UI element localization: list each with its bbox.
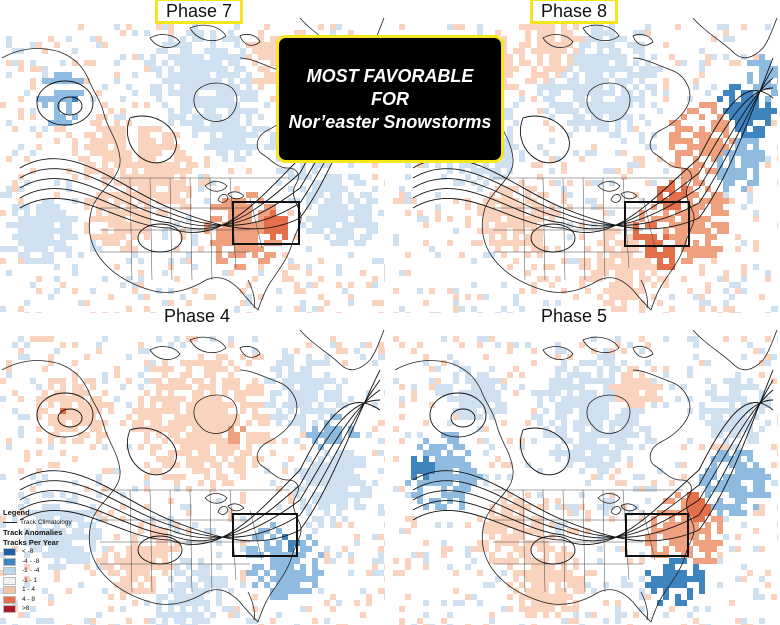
legend-class-label: < -8 [22, 548, 34, 556]
legend-class-label: -1 - 1 [22, 576, 38, 584]
legend-class-label: -1 - -4 [22, 567, 40, 575]
legend-class-row: >8 [3, 605, 115, 615]
legend-units-label: Tracks Per Year [3, 537, 59, 547]
legend-anomalies-label: Track Anomalies [3, 527, 63, 537]
callout-line-2: FOR [371, 88, 409, 109]
legend-class-label: 1 - 4 [22, 586, 36, 594]
legend-class-row: 4 - 8 [3, 595, 115, 605]
legend-swatch [3, 586, 16, 595]
legend-climatology-row: Track Climatology [3, 518, 115, 528]
legend-class-row: -4 - -8 [3, 557, 115, 567]
map-legend: Legend Track Climatology Track Anomalies… [3, 508, 115, 614]
track-anomaly-map [393, 18, 778, 313]
legend-class-label: 4 - 8 [22, 595, 36, 603]
legend-swatch [3, 595, 16, 604]
climatology-line-symbol [3, 522, 17, 524]
callout-line-3: Nor’easter Snowstorms [288, 111, 492, 132]
legend-class-row: 1 - 4 [3, 586, 115, 596]
legend-swatch [3, 605, 16, 614]
phase-8-title: Phase 8 [530, 0, 619, 24]
map-panel-phase-4 [0, 330, 385, 625]
legend-swatch [3, 576, 16, 585]
track-climatology-contours [412, 369, 774, 565]
legend-class-row: -1 - -4 [3, 567, 115, 577]
coastline-outline [394, 330, 778, 623]
track-climatology-contours [19, 369, 381, 565]
northeast-focus-box [625, 513, 689, 557]
track-anomaly-map [393, 330, 778, 625]
most-favorable-callout: MOST FAVORABLE FOR Nor’easter Snowstorms [276, 35, 504, 163]
phase-4-title: Phase 4 [160, 306, 235, 326]
northeast-focus-box [232, 201, 300, 245]
legend-class-row: < -8 [3, 548, 115, 558]
legend-title: Legend [3, 508, 30, 517]
phase-5-title: Phase 5 [537, 306, 612, 326]
legend-climatology-label: Track Climatology [20, 518, 72, 526]
callout-line-1: MOST FAVORABLE [306, 65, 474, 86]
northeast-focus-box [624, 201, 690, 247]
legend-class-row: -1 - 1 [3, 576, 115, 586]
phase-7-title: Phase 7 [155, 0, 244, 24]
track-anomaly-map [0, 330, 385, 625]
legend-class-label: >8 [22, 605, 30, 613]
legend-swatch [3, 548, 16, 557]
map-panel-phase-5 [393, 330, 778, 625]
northeast-focus-box [232, 513, 298, 557]
legend-swatch [3, 557, 16, 566]
legend-swatch [3, 567, 16, 576]
legend-class-label: -4 - -8 [22, 557, 40, 565]
